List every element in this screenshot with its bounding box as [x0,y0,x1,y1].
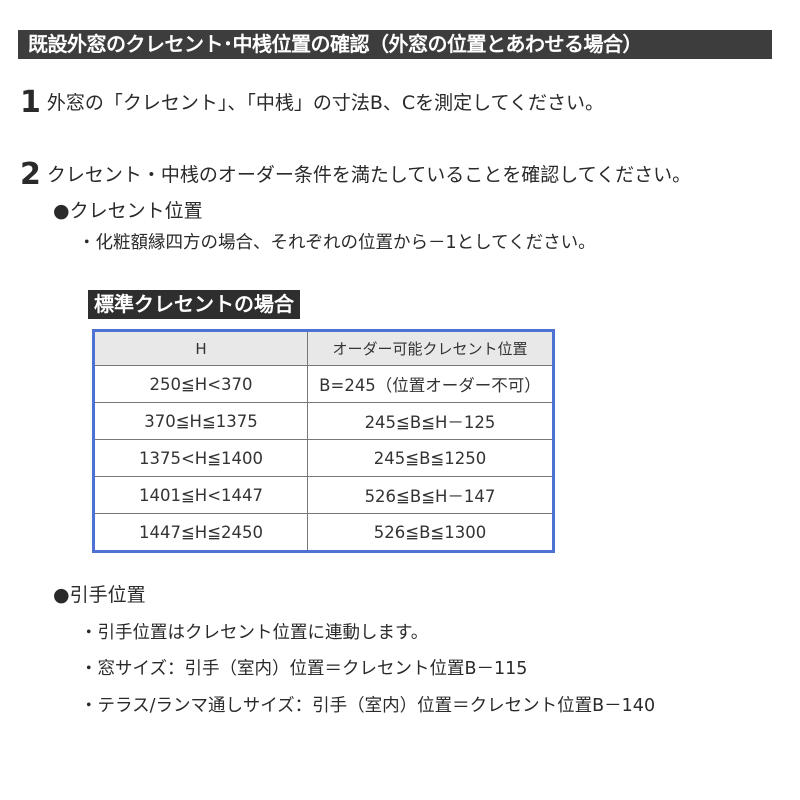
cell: B=245（位置オーダー不可） [307,365,554,403]
cell: 245≦B≦H－125 [307,402,554,440]
cell: 1401≦H<1447 [93,476,308,514]
handle-heading: ●引手位置 [53,584,146,606]
cell: 1447≦H≦2450 [93,513,308,552]
table-row: 1375<H≦1400 245≦B≦1250 [93,439,554,477]
crescent-heading: ●クレセント位置 [53,200,203,222]
table-row: 250≦H<370 B=245（位置オーダー不可） [93,365,554,403]
step-text: 外窓の「クレセント」、「中桟」の寸法B、Cを測定してください。 [46,92,605,114]
step-1: 1 外窓の「クレセント」、「中桟」の寸法B、Cを測定してください。 [20,88,604,118]
handle-item: ・引手位置はクレセント位置に連動します。 [80,623,429,643]
header-cell: オーダー可能クレセント位置 [307,330,554,366]
table-header-row: H オーダー可能クレセント位置 [93,330,554,366]
section-title: 既設外窓のクレセント･中桟位置の確認（外窓の位置とあわせる場合） [18,30,772,59]
crescent-note: ・化粧額縁四方の場合、それぞれの位置から－1としてください。 [78,233,596,253]
step-text: クレセント・中桟のオーダー条件を満たしていることを確認してください。 [46,164,692,186]
handle-item: ・テラス/ランマ通しサイズ：引手（室内）位置＝クレセント位置B－140 [80,696,656,716]
table-title: 標準クレセントの場合 [88,290,300,319]
table-row: 1447≦H≦2450 526≦B≦1300 [93,513,554,552]
table-row: 1401≦H<1447 526≦B≦H－147 [93,476,554,514]
cell: 245≦B≦1250 [307,439,554,477]
step-2: 2 クレセント・中桟のオーダー条件を満たしていることを確認してください。 [20,160,691,190]
handle-item: ・窓サイズ：引手（室内）位置＝クレセント位置B－115 [80,659,528,679]
cell: 370≦H≦1375 [93,402,308,440]
cell: 526≦B≦1300 [307,513,554,552]
crescent-table: H オーダー可能クレセント位置 250≦H<370 B=245（位置オーダー不可） … [92,329,555,553]
step-number: 2 [20,157,41,192]
cell: 1375<H≦1400 [93,439,308,477]
header-cell: H [93,330,308,366]
table-row: 370≦H≦1375 245≦B≦H－125 [93,402,554,440]
cell: 526≦B≦H－147 [307,476,554,514]
step-number: 1 [20,85,41,120]
cell: 250≦H<370 [93,365,308,403]
